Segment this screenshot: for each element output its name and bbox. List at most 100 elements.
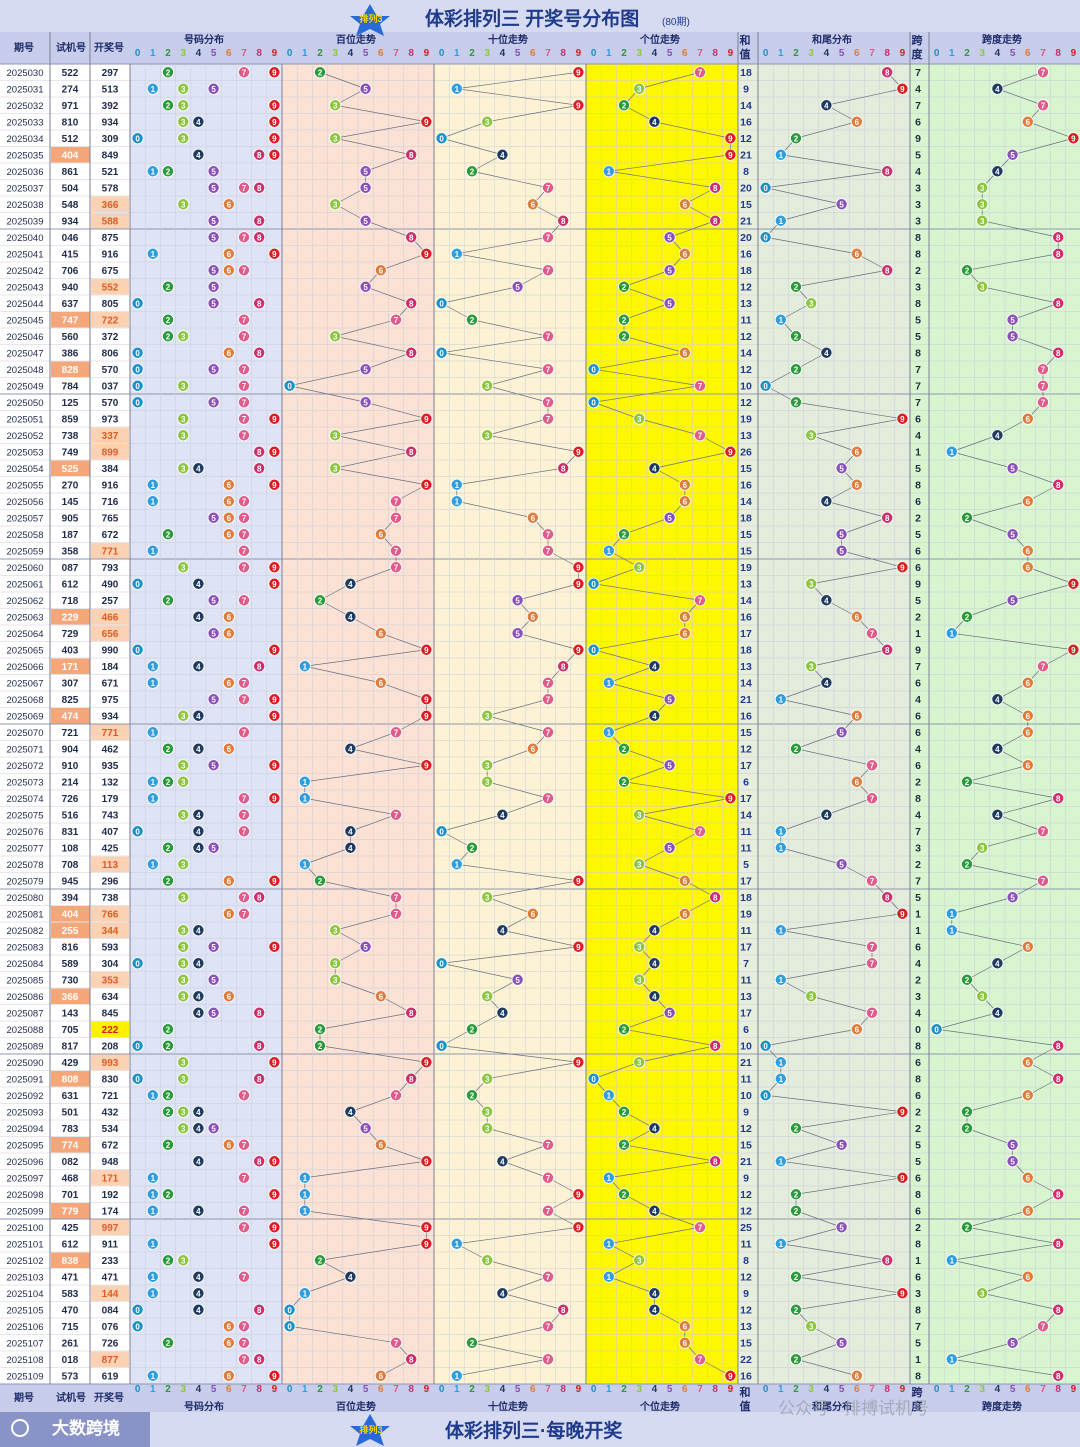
span-cell: 2 [915, 974, 921, 986]
hundreds-trend-line [289, 1325, 397, 1344]
sum-cell: 26 [740, 446, 752, 458]
sum-cell: 14 [740, 496, 752, 508]
top-units-digit-8: 8 [712, 48, 718, 59]
dist-ball-label: 2 [166, 1339, 171, 1348]
dist-ball-label: 1 [151, 1372, 156, 1381]
span-cell: 7 [915, 380, 921, 392]
tens-ball-label: 9 [576, 580, 581, 589]
tens-ball-label: 2 [470, 1339, 475, 1348]
trial-cell: 774 [62, 1140, 79, 1151]
issue-cell: 2025044 [7, 299, 44, 310]
draw-highlight [91, 444, 129, 460]
dist-ball [237, 792, 250, 805]
hundreds-ball-label: 3 [333, 976, 338, 985]
sum-tail-ball-label: 2 [794, 1306, 799, 1315]
hundreds-ball-label: 4 [348, 745, 353, 754]
span-ball-label: 6 [1026, 1174, 1031, 1183]
sum-tail-trend-line [811, 649, 888, 667]
tens-ball-label: 7 [546, 728, 551, 737]
draw-cell: 875 [102, 233, 119, 244]
sum-tail-ball-label: 9 [900, 1289, 905, 1298]
dist-ball [146, 544, 159, 557]
hundreds-ball-label: 5 [363, 85, 368, 94]
hundreds-ball-label: 1 [303, 1289, 308, 1298]
dist-ball-label: 7 [242, 695, 247, 704]
tens-ball-label: 7 [546, 530, 551, 539]
trial-cell: 631 [62, 1091, 79, 1102]
bottom-hundreds-digit-7: 7 [393, 1384, 399, 1395]
span-trend-line [997, 71, 1044, 90]
span-trend-line [966, 1210, 1028, 1228]
top-hundreds-digit-8: 8 [408, 48, 414, 59]
span-ball-label: 4 [995, 431, 1000, 440]
units-ball-label: 0 [591, 365, 596, 374]
tens-trend-line [441, 121, 488, 139]
tens-ball-label: 9 [576, 1223, 581, 1232]
dist-ball [177, 462, 190, 475]
dist-ball [268, 561, 281, 574]
span-trend-line [982, 1292, 1059, 1311]
span-ball-label: 5 [1010, 332, 1015, 341]
span-cell: 6 [915, 1090, 921, 1102]
tens-ball-label: 3 [485, 1124, 490, 1133]
dist-ball [268, 577, 281, 590]
dist-ball-label: 7 [242, 68, 247, 77]
sum-tail-ball-label: 7 [870, 629, 875, 638]
sum-cell: 12 [740, 133, 752, 145]
span-cell: 2 [915, 611, 921, 623]
sum-tail-ball-label: 5 [839, 547, 844, 556]
units-ball-label: 7 [698, 596, 703, 605]
hundreds-trend-line [365, 352, 412, 370]
dist-ball [207, 363, 220, 376]
span-trend-line [951, 1358, 1059, 1377]
hundreds-ball-label: 9 [424, 712, 429, 721]
hundreds-ball-label: 8 [409, 233, 414, 242]
dist-ball-label: 5 [211, 629, 216, 638]
dist-ball [177, 412, 190, 425]
sum-cell: 21 [740, 694, 752, 706]
draw-cell: 113 [102, 860, 119, 871]
span-ball-label: 6 [1026, 679, 1031, 688]
span-cell: 6 [915, 116, 921, 128]
dist-ball [268, 643, 281, 656]
span-trend-line [1012, 335, 1059, 354]
units-ball-label: 9 [728, 448, 733, 457]
sum-tail-ball-label: 3 [809, 580, 814, 589]
dist-ball-label: 1 [151, 167, 156, 176]
span-cell: 8 [915, 298, 921, 310]
units-ball-label: 3 [637, 943, 642, 952]
dist-ball-label: 7 [242, 398, 247, 407]
hundreds-ball-label: 1 [303, 860, 308, 869]
trial-cell: 612 [62, 1239, 79, 1250]
bottom-tens-digit-8: 8 [560, 1384, 566, 1395]
units-trend-line [608, 665, 655, 684]
span-ball-label: 2 [965, 1223, 970, 1232]
dist-ball [161, 775, 174, 788]
top-hundreds-digit-1: 1 [302, 48, 308, 59]
units-ball-label: 4 [652, 712, 657, 721]
draw-cell: 513 [102, 84, 119, 95]
sum-tail-ball-label: 6 [855, 118, 860, 127]
sum-tail-trend-line [795, 269, 888, 288]
dist-ball [237, 561, 250, 574]
dist-ball-label: 7 [242, 1273, 247, 1282]
span-trend-line [966, 253, 1059, 271]
tens-ball-label: 3 [485, 118, 490, 127]
span-ball-label: 2 [965, 976, 970, 985]
tens-ball-label: 7 [546, 365, 551, 374]
hundreds-ball-label: 4 [348, 613, 353, 622]
top-tail-digit-4: 4 [824, 48, 830, 59]
dist-ball-label: 6 [227, 250, 232, 259]
trial-cell: 816 [62, 942, 79, 953]
draw-cell: 174 [102, 1206, 119, 1217]
units-ball-label: 3 [637, 1256, 642, 1265]
tens-ball-label: 7 [546, 1273, 551, 1282]
units-trend-line [593, 401, 640, 420]
hundreds-ball-label: 9 [424, 761, 429, 770]
sum-tail-ball-label: 6 [855, 250, 860, 259]
bottom-dist-digit-0: 0 [135, 1384, 141, 1395]
top-hundreds-digit-0: 0 [287, 48, 293, 59]
issue-cell: 2025070 [7, 728, 44, 739]
dist-ball [222, 528, 235, 541]
tens-trend-line [502, 1292, 564, 1311]
